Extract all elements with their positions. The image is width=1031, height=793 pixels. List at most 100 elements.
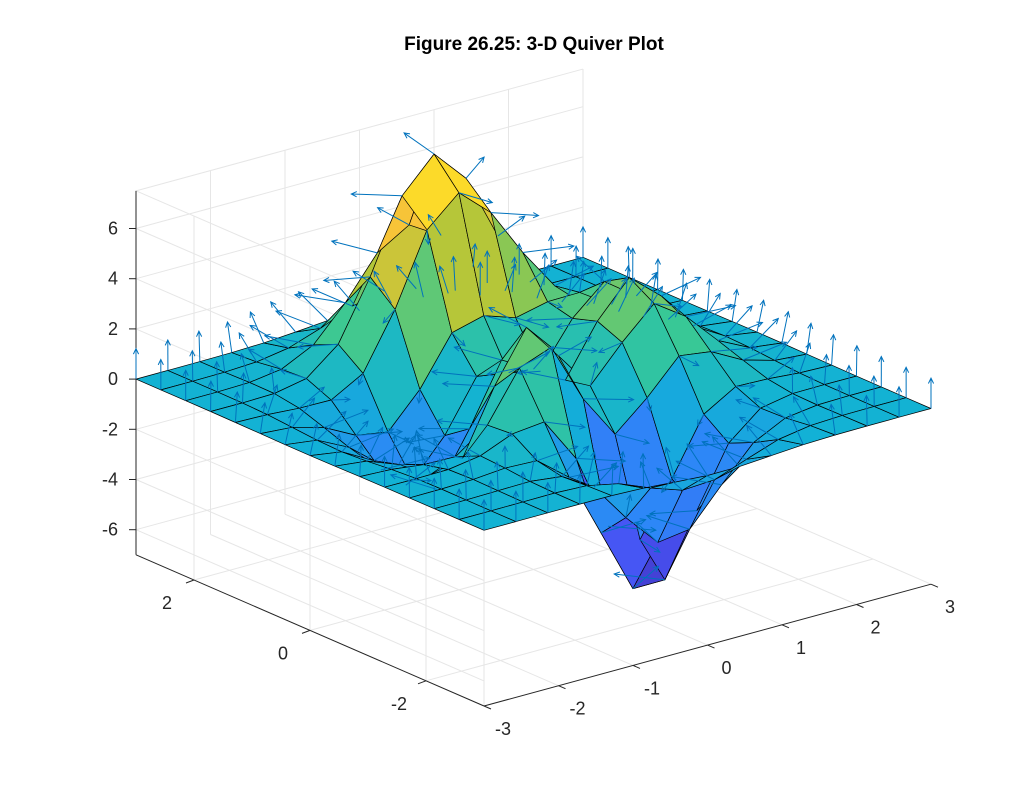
quiver-arrow: [398, 434, 416, 465]
quiver-head: [520, 369, 529, 376]
quiver-head: [427, 213, 434, 221]
quiver-head: [640, 452, 647, 460]
quiver-head: [555, 323, 563, 330]
quiver-shaft: [377, 207, 410, 226]
quiver-head: [643, 438, 651, 445]
quiver-arrow: [675, 460, 715, 481]
quiver-head: [649, 510, 656, 517]
quiver-head: [544, 481, 551, 489]
quiver-arrow: [551, 346, 598, 354]
quiver-shaft: [373, 270, 392, 304]
x-tick-label: -1: [644, 678, 660, 698]
quiver-arrow: [501, 445, 509, 469]
quiver-head: [494, 460, 501, 468]
quiver-shaft: [650, 510, 697, 515]
quiver-head: [639, 460, 646, 468]
quiver-head: [895, 385, 903, 393]
quiver-shaft: [767, 356, 795, 380]
quiver-arrow: [484, 250, 491, 283]
quiver-head: [429, 461, 437, 468]
quiver-shaft: [387, 431, 409, 442]
quiver-head: [488, 306, 496, 313]
quiver-arrow: [586, 450, 597, 486]
quiver-head: [362, 420, 369, 428]
quiver-arrow: [724, 304, 753, 337]
quiver-arrow: [536, 445, 579, 462]
quiver-arrow: [471, 242, 478, 267]
quiver-shaft: [488, 307, 527, 328]
quiver-shaft: [710, 346, 758, 353]
quiver-arrow: [465, 156, 485, 179]
quiver-arrow: [544, 481, 551, 513]
quiver-shaft: [697, 413, 705, 426]
quiver-arrow: [430, 369, 477, 377]
quiver-head: [288, 412, 294, 420]
gridline-z-back: [135, 156, 584, 280]
quiver-arrow: [903, 366, 910, 398]
quiver-arrow: [381, 455, 388, 488]
quiver-arrow: [878, 355, 885, 387]
quiver-arrow: [853, 344, 860, 377]
quiver-arrow: [263, 333, 314, 346]
quiver-arrow: [387, 431, 410, 443]
quiver-head: [207, 380, 214, 387]
quiver-head: [598, 255, 605, 262]
quiver-head: [903, 366, 910, 373]
quiver-head: [629, 247, 636, 255]
quiver-arrow: [711, 435, 740, 467]
quiver-head: [654, 257, 661, 265]
quiver-head: [240, 371, 247, 379]
quiver-head: [417, 425, 425, 432]
quiver-arrow: [494, 460, 501, 491]
quiver-shaft: [442, 383, 495, 387]
z-tick-label: 4: [108, 269, 118, 289]
quiver-arrow: [506, 431, 514, 437]
quiver-arrow: [436, 457, 444, 490]
quiver-shaft: [686, 443, 708, 476]
quiver-arrow: [828, 403, 836, 436]
quiver-head: [218, 340, 225, 348]
quiver-shaft: [348, 428, 394, 448]
quiver-head: [412, 446, 420, 453]
quiver-head: [748, 382, 756, 389]
quiver-arrow: [207, 380, 214, 412]
quiver-shaft: [671, 475, 722, 486]
quiver-head: [340, 410, 347, 418]
quiver-arrow: [435, 418, 488, 426]
quiver-shaft: [316, 411, 347, 441]
x-tick-mark: [632, 664, 641, 669]
quiver-head: [459, 339, 466, 347]
quiver-head: [878, 355, 885, 363]
quiver-arrow: [196, 330, 203, 362]
quiver-shaft: [556, 320, 598, 328]
quiver-arrow: [735, 398, 761, 409]
quiver-arrow: [667, 293, 697, 320]
z-tick-label: -2: [102, 419, 118, 439]
quiver-arrow: [323, 409, 369, 428]
quiver-shaft: [427, 214, 442, 236]
quiver-head: [542, 322, 550, 329]
quiver-head: [462, 468, 469, 476]
quiver-shaft: [216, 361, 219, 392]
quiver-head: [438, 265, 445, 273]
quiver-arrow: [717, 321, 764, 341]
x-tick-mark: [781, 624, 790, 629]
quiver-shaft: [508, 351, 550, 374]
quiver-head: [435, 418, 443, 425]
quiver-head: [772, 317, 780, 325]
quiver-head: [425, 477, 433, 484]
quiver-arrow: [480, 498, 488, 531]
quiver-head: [297, 291, 305, 298]
quiver-arrow: [618, 450, 626, 484]
quiver-shaft: [706, 279, 711, 311]
quiver-head: [746, 304, 753, 312]
quiver-head: [605, 277, 612, 285]
quiver-head: [619, 450, 626, 458]
quiver-arrow: [830, 333, 837, 366]
quiver-arrow: [486, 367, 520, 377]
quiver-shaft: [298, 386, 325, 409]
quiver-arrow: [618, 277, 635, 312]
quiver-arrow: [296, 343, 339, 350]
quiver-head: [725, 304, 733, 311]
quiver-arrow: [598, 255, 605, 288]
